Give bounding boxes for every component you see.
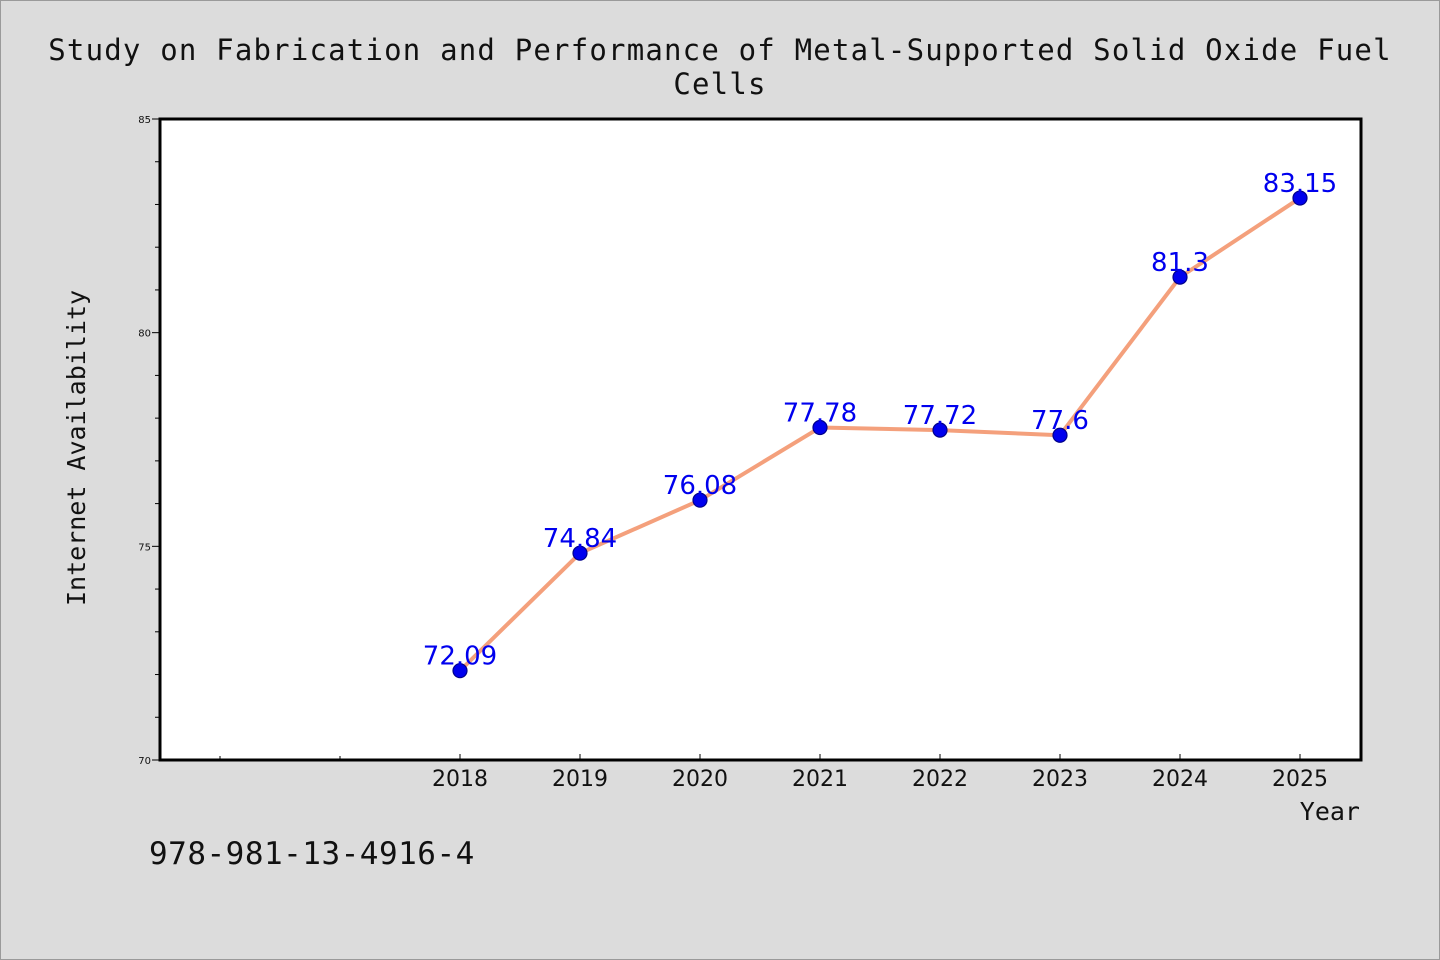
x-axis-title: Year	[1300, 797, 1360, 826]
data-label: 76.08	[663, 471, 737, 501]
x-tick-label: 2022	[912, 767, 968, 792]
y-tick-label: 70	[138, 756, 151, 767]
y-tick-label: 80	[138, 329, 151, 340]
data-label: 72.09	[423, 642, 497, 672]
series-line	[458, 196, 1302, 673]
isbn-label: 978-981-13-4916-4	[149, 836, 475, 872]
x-axis-ticks: 2018 2019 2020 2021 2022 2023 2024 2025	[432, 754, 1328, 792]
data-point	[1052, 427, 1068, 443]
x-tick-label: 2025	[1272, 767, 1328, 792]
data-label: 77.6	[1031, 406, 1089, 436]
y-tick-label: 75	[138, 542, 151, 553]
data-label: 74.84	[543, 524, 617, 554]
data-point	[692, 492, 708, 508]
y-minor-ticks	[155, 161, 160, 718]
x-tick-label: 2021	[792, 767, 848, 792]
data-label: 77.72	[903, 401, 977, 431]
plot-area	[158, 117, 1363, 762]
data-point	[1292, 190, 1308, 206]
data-point	[1172, 269, 1188, 285]
x-tick-label: 2019	[552, 767, 608, 792]
x-tick-label: 2020	[672, 767, 728, 792]
x-tick-label: 2023	[1032, 767, 1088, 792]
data-label: 81.3	[1151, 248, 1209, 278]
y-axis-ticks: 70 75 80 85	[138, 115, 160, 767]
data-point	[452, 663, 468, 679]
data-point	[572, 545, 588, 561]
data-point	[932, 422, 948, 438]
data-markers	[452, 190, 1308, 679]
y-axis-title: Internet Availability	[62, 290, 91, 606]
data-point	[812, 419, 828, 436]
x-extra-ticks	[219, 756, 341, 760]
data-label: 77.78	[783, 399, 857, 429]
y-tick-label: 85	[138, 115, 151, 126]
data-labels: 72.09 74.84 76.08 77.78 77.72 77.6 81.3 83.15	[423, 169, 1337, 672]
data-label: 83.15	[1263, 169, 1337, 199]
x-tick-label: 2018	[432, 767, 488, 792]
x-tick-label: 2024	[1152, 767, 1208, 792]
chart-title: Study on Fabrication and Performance of …	[48, 33, 1392, 101]
